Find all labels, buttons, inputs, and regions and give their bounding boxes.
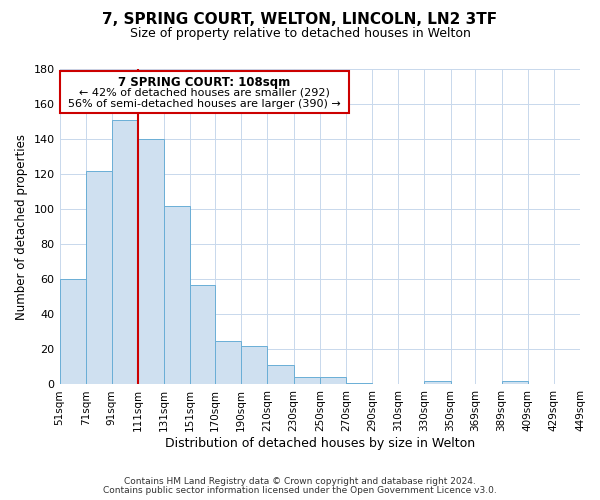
- Text: 56% of semi-detached houses are larger (390) →: 56% of semi-detached houses are larger (…: [68, 99, 340, 109]
- Text: 7 SPRING COURT: 108sqm: 7 SPRING COURT: 108sqm: [118, 76, 290, 89]
- Bar: [138, 139, 164, 384]
- Bar: [59, 71, 349, 113]
- Text: Contains HM Land Registry data © Crown copyright and database right 2024.: Contains HM Land Registry data © Crown c…: [124, 477, 476, 486]
- Bar: [59, 280, 86, 384]
- Bar: [268, 365, 293, 384]
- Bar: [86, 170, 112, 384]
- X-axis label: Distribution of detached houses by size in Welton: Distribution of detached houses by size …: [165, 437, 475, 450]
- Bar: [346, 382, 372, 384]
- Bar: [293, 378, 320, 384]
- Bar: [164, 206, 190, 384]
- Text: Contains public sector information licensed under the Open Government Licence v3: Contains public sector information licen…: [103, 486, 497, 495]
- Bar: [112, 120, 138, 384]
- Bar: [215, 340, 241, 384]
- Y-axis label: Number of detached properties: Number of detached properties: [15, 134, 28, 320]
- Text: ← 42% of detached houses are smaller (292): ← 42% of detached houses are smaller (29…: [79, 88, 329, 98]
- Bar: [241, 346, 268, 385]
- Text: Size of property relative to detached houses in Welton: Size of property relative to detached ho…: [130, 28, 470, 40]
- Bar: [502, 381, 527, 384]
- Bar: [424, 381, 451, 384]
- Text: 7, SPRING COURT, WELTON, LINCOLN, LN2 3TF: 7, SPRING COURT, WELTON, LINCOLN, LN2 3T…: [103, 12, 497, 28]
- Bar: [320, 378, 346, 384]
- Bar: [190, 284, 215, 384]
